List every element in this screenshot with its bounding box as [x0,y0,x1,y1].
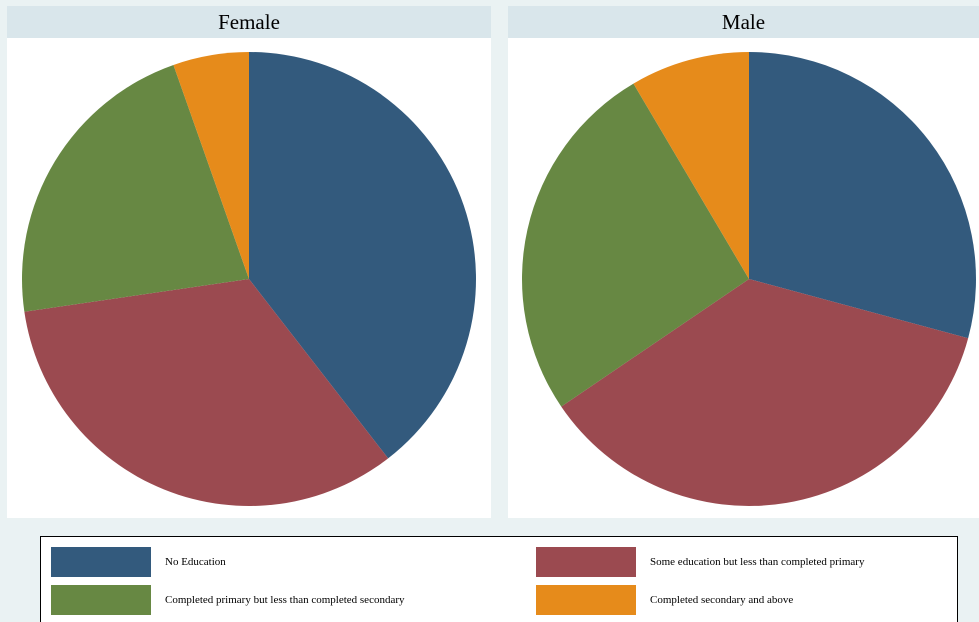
pie-chart-female [21,52,476,506]
legend-swatch-completed-secondary [536,585,636,615]
legend-item-completed-primary: Completed primary but less than complete… [51,585,405,615]
pie-panel-female: Female [7,6,491,518]
male-slice-completed-secondary [633,52,749,279]
legend: No Education Some education but less tha… [40,536,958,622]
pie-chart-male [522,52,976,506]
legend-label-completed-primary: Completed primary but less than complete… [165,594,405,606]
legend-label-completed-secondary: Completed secondary and above [650,594,794,606]
legend-label-some-education: Some education but less than completed p… [650,556,865,568]
legend-swatch-some-education [536,547,636,577]
legend-swatch-no-education [51,547,151,577]
female-slice-no-education [249,52,476,459]
female-slice-completed-secondary [173,52,249,279]
female-slice-some-education [24,279,389,506]
male-slice-completed-primary [522,83,749,407]
legend-swatch-completed-primary [51,585,151,615]
male-slice-some-education [561,279,969,506]
legend-item-some-education: Some education but less than completed p… [536,547,864,577]
legend-label-no-education: No Education [165,556,226,568]
legend-item-completed-secondary: Completed secondary and above [536,585,793,615]
pie-panel-male: Male [508,6,979,518]
female-slice-completed-primary [21,64,249,312]
legend-item-no-education: No Education [51,547,226,577]
male-slice-no-education [749,52,976,339]
panel-title-male: Male [508,6,979,38]
panel-title-female: Female [7,6,491,38]
